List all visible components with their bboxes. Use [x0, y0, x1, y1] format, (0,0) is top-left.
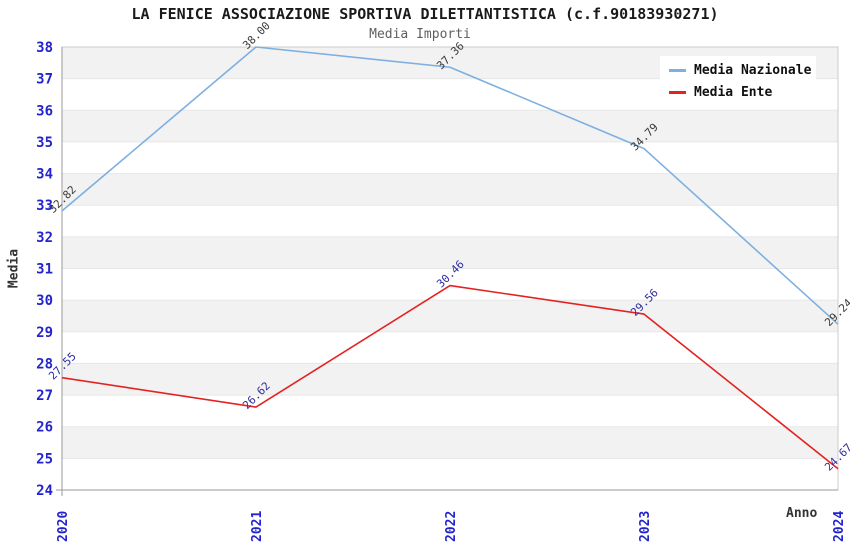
grid-band: [62, 236, 838, 269]
media-ente-swatch-icon: [669, 91, 686, 94]
chart-subtitle: Media Importi: [369, 27, 471, 42]
legend-item-media-nazionale: Media Nazionale: [669, 63, 811, 78]
y-tick-label: 25: [36, 451, 53, 467]
x-tick-label: 2024: [832, 511, 847, 542]
grid-band: [62, 426, 838, 459]
y-tick-label: 35: [36, 135, 53, 151]
x-axis-title: Anno: [786, 506, 818, 521]
y-tick-label: 34: [36, 167, 53, 183]
x-tick-label: 2020: [56, 511, 71, 542]
grid-band: [62, 110, 838, 142]
media-nazionale-swatch-icon: [669, 69, 686, 72]
y-tick-label: 36: [36, 103, 53, 119]
y-tick-label: 29: [36, 325, 53, 341]
y-tick-label: 31: [36, 262, 53, 278]
grid-band: [62, 363, 838, 396]
series-line-media-ente: [61, 284, 839, 470]
y-tick-label: 28: [36, 356, 53, 372]
y-tick-label: 37: [36, 72, 53, 88]
legend-label: Media Nazionale: [694, 63, 812, 78]
x-tick-label: 2023: [638, 511, 653, 542]
grid-band: [62, 300, 838, 332]
series-line-media-nazionale: [61, 46, 839, 325]
y-tick-label: 26: [36, 420, 53, 436]
x-tick-label: 2021: [250, 511, 265, 542]
legend-label: Media Ente: [694, 85, 773, 100]
grid-band: [62, 173, 838, 206]
y-tick-label: 38: [36, 40, 53, 56]
y-tick-label: 30: [36, 293, 53, 309]
x-tick-label: 2022: [444, 511, 459, 542]
chart-title: LA FENICE ASSOCIAZIONE SPORTIVA DILETTAN…: [131, 5, 719, 23]
y-tick-label: 27: [36, 388, 53, 404]
legend: Media Nazionale Media Ente: [660, 56, 816, 108]
y-tick-label: 32: [36, 230, 53, 246]
y-tick-label: 24: [36, 483, 53, 499]
legend-item-media-ente: Media Ente: [669, 85, 807, 100]
y-tick-label: 33: [36, 198, 53, 214]
